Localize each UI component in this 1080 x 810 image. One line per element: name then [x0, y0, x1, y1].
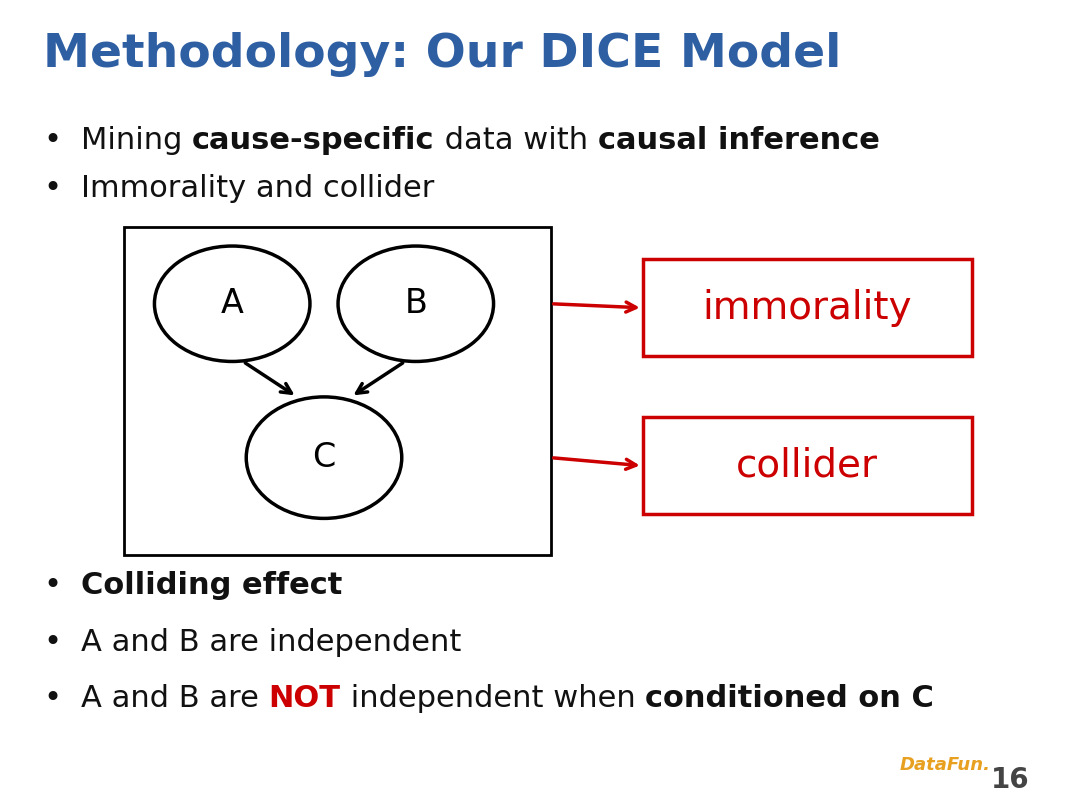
Text: NOT: NOT: [269, 684, 340, 714]
Text: •: •: [43, 684, 62, 714]
Text: collider: collider: [737, 447, 878, 484]
Text: B: B: [404, 288, 428, 320]
Text: Immorality and collider: Immorality and collider: [81, 174, 434, 203]
Text: •: •: [43, 174, 62, 203]
Ellipse shape: [246, 397, 402, 518]
Text: A and B are independent: A and B are independent: [81, 628, 461, 657]
Text: Methodology: Our DICE Model: Methodology: Our DICE Model: [43, 32, 841, 78]
Text: data with: data with: [434, 126, 597, 155]
Text: •: •: [43, 628, 62, 657]
Text: Mining: Mining: [81, 126, 192, 155]
Bar: [643, 417, 972, 514]
Text: immorality: immorality: [703, 289, 912, 326]
Text: Colliding effect: Colliding effect: [81, 571, 342, 600]
Ellipse shape: [338, 246, 494, 361]
Text: A: A: [220, 288, 244, 320]
Text: •: •: [43, 126, 62, 155]
Text: A and B are: A and B are: [81, 684, 269, 714]
Text: independent when: independent when: [340, 684, 645, 714]
Text: •: •: [43, 571, 62, 600]
Text: C: C: [312, 441, 336, 474]
Bar: [124, 227, 551, 555]
Bar: [643, 259, 972, 356]
Text: DataFun.: DataFun.: [900, 756, 990, 774]
Ellipse shape: [154, 246, 310, 361]
Text: cause-specific: cause-specific: [192, 126, 434, 155]
Text: 16: 16: [990, 765, 1029, 794]
Text: conditioned on C: conditioned on C: [645, 684, 934, 714]
Text: causal inference: causal inference: [597, 126, 879, 155]
